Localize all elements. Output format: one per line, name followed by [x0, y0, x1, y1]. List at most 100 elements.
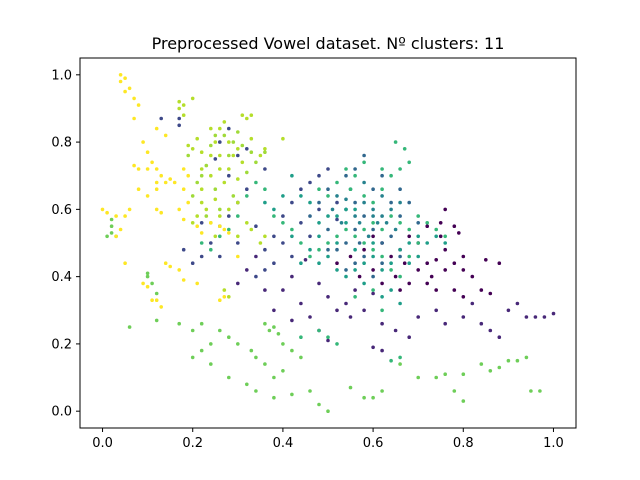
scatter-point	[380, 389, 384, 393]
scatter-point	[249, 113, 254, 117]
scatter-point	[272, 214, 276, 218]
scatter-point	[127, 86, 132, 91]
scatter-point	[326, 241, 330, 245]
scatter-point	[506, 308, 511, 313]
scatter-point	[506, 358, 511, 363]
scatter-point	[348, 187, 353, 191]
scatter-point	[416, 254, 421, 259]
scatter-point	[389, 214, 393, 218]
scatter-point	[299, 301, 303, 306]
scatter-point	[371, 187, 375, 191]
scatter-point	[213, 133, 218, 138]
scatter-point	[326, 194, 330, 198]
scatter-point	[123, 89, 127, 94]
scatter-point	[538, 389, 542, 393]
scatter-point	[308, 214, 312, 218]
scatter-point	[326, 247, 330, 252]
scatter-point	[236, 214, 240, 218]
scatter-point	[497, 365, 502, 370]
scatter-point	[479, 288, 484, 292]
scatter-point	[380, 194, 384, 198]
scatter-point	[389, 173, 393, 178]
x-tick-label: 0.4	[273, 436, 294, 451]
scatter-point	[317, 402, 321, 407]
scatter-point	[145, 271, 150, 276]
x-tick-label: 1.0	[543, 436, 564, 451]
scatter-point	[218, 298, 222, 303]
scatter-point	[236, 200, 240, 205]
scatter-point	[470, 274, 475, 279]
scatter-point	[154, 187, 159, 191]
scatter-point	[443, 241, 448, 245]
scatter-point	[245, 116, 249, 121]
scatter-point	[407, 335, 412, 340]
scatter-point	[227, 227, 231, 232]
scatter-point	[317, 261, 321, 266]
scatter-point	[236, 153, 240, 158]
scatter-point	[199, 173, 204, 178]
scatter-point	[222, 295, 227, 299]
scatter-point	[299, 187, 303, 191]
scatter-point	[141, 281, 145, 286]
scatter-point	[335, 217, 339, 222]
scatter-point	[407, 200, 412, 205]
scatter-point	[177, 106, 181, 111]
scatter-point	[380, 227, 384, 232]
scatter-point	[181, 113, 186, 117]
scatter-point	[199, 241, 204, 245]
scatter-point	[254, 355, 258, 360]
scatter-point	[154, 318, 159, 323]
scatter-point	[240, 143, 245, 148]
scatter-point	[371, 288, 375, 292]
scatter-point	[132, 96, 136, 101]
scatter-point	[380, 241, 384, 245]
scatter-point	[434, 234, 439, 239]
scatter-point	[136, 187, 141, 191]
scatter-point	[389, 254, 393, 259]
scatter-point	[209, 126, 213, 131]
scatter-point	[159, 116, 163, 121]
scatter-point	[281, 241, 285, 245]
scatter-point	[344, 207, 348, 212]
scatter-point	[109, 224, 114, 228]
scatter-point	[335, 214, 339, 218]
scatter-point	[118, 227, 123, 232]
scatter-point	[353, 227, 357, 232]
scatter-point	[181, 278, 186, 282]
scatter-point	[177, 99, 181, 104]
scatter-point	[389, 268, 393, 272]
scatter-point	[195, 180, 199, 185]
scatter-point	[353, 261, 357, 266]
scatter-point	[344, 221, 348, 225]
scatter-point	[344, 301, 348, 306]
scatter-point	[362, 281, 366, 286]
scatter-point	[416, 214, 421, 218]
scatter-point	[186, 200, 190, 205]
scatter-point	[308, 254, 312, 259]
scatter-point	[263, 247, 267, 252]
scatter-point	[154, 207, 159, 212]
scatter-point	[263, 268, 267, 272]
scatter-point	[227, 295, 231, 299]
scatter-point	[353, 295, 357, 299]
scatter-point	[105, 210, 109, 215]
scatter-point	[168, 177, 172, 181]
scatter-point	[384, 221, 389, 225]
scatter-point	[326, 254, 330, 259]
scatter-point	[272, 234, 276, 239]
scatter-point	[290, 227, 294, 232]
scatter-point	[249, 348, 254, 353]
scatter-point	[398, 254, 402, 259]
scatter-point	[290, 348, 294, 353]
scatter-point	[371, 200, 375, 205]
scatter-point	[335, 247, 339, 252]
y-tick-label: 0.2	[51, 337, 72, 352]
scatter-point	[443, 247, 448, 252]
scatter-point	[371, 214, 375, 218]
scatter-point	[443, 372, 448, 377]
scatter-point	[227, 375, 231, 380]
scatter-point	[281, 194, 285, 198]
points-layer	[100, 73, 556, 414]
scatter-point	[209, 143, 213, 148]
scatter-point	[204, 214, 209, 218]
